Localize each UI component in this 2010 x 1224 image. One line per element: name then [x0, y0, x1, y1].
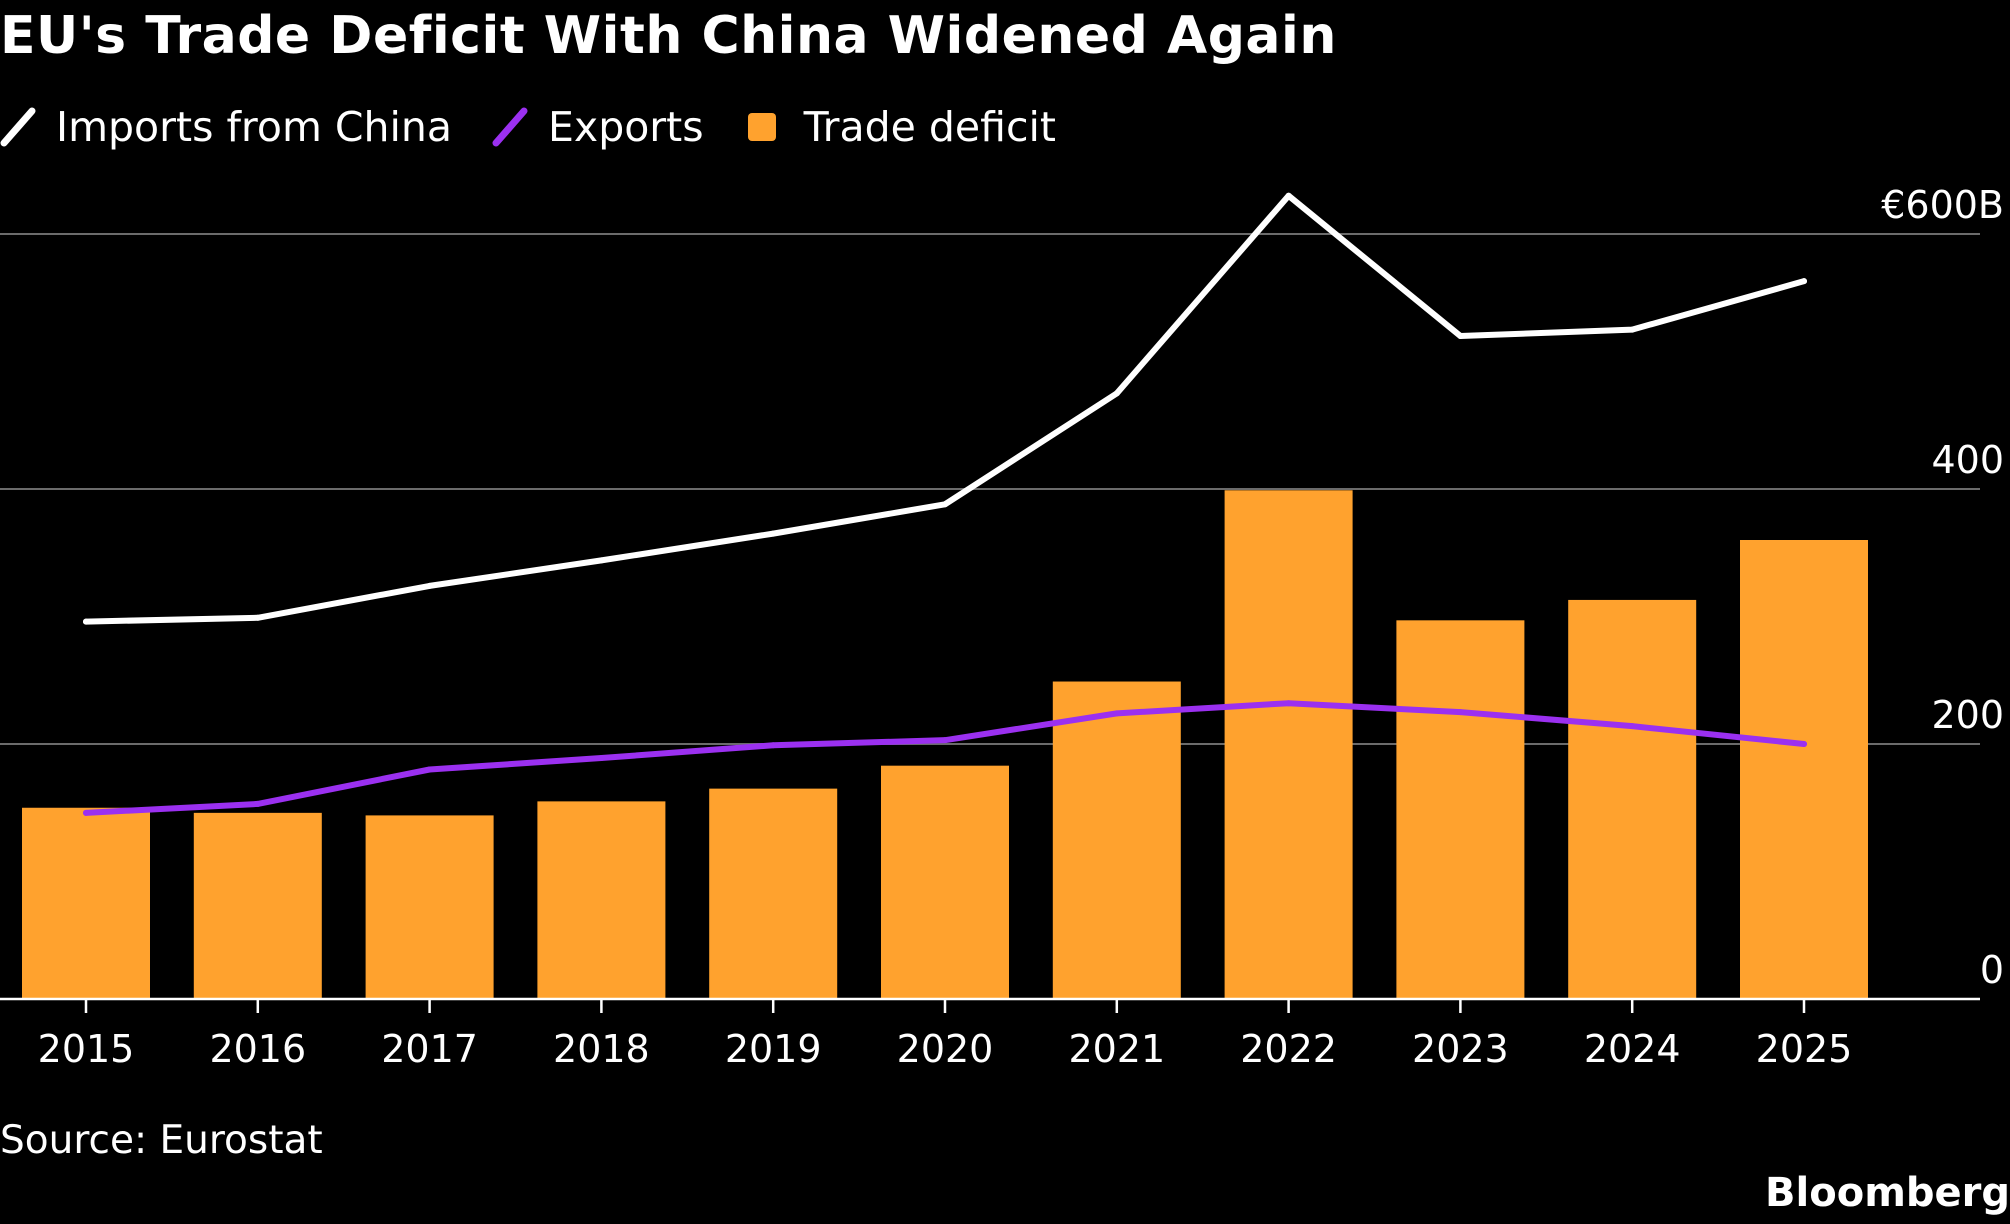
legend-deficit-label: Trade deficit — [803, 103, 1056, 151]
exports-point-2023 — [1457, 709, 1464, 716]
bar-deficit-2019 — [709, 788, 838, 999]
exports-point-2017 — [426, 766, 433, 773]
exports-point-2016 — [254, 800, 261, 807]
legend-exports-swatch — [492, 107, 528, 147]
exports-point-2015 — [83, 809, 89, 816]
exports-point-2021 — [1113, 710, 1120, 717]
exports-point-2019 — [770, 742, 777, 749]
bar-deficit-2015 — [22, 807, 150, 999]
exports-point-2020 — [942, 737, 948, 744]
legend-item-exports: Exports — [492, 103, 704, 151]
imports-point-2017 — [426, 582, 433, 589]
bar-deficit-2018 — [537, 801, 666, 999]
bar-deficit-2017 — [365, 815, 494, 999]
bar-deficit-2022 — [1224, 490, 1353, 999]
imports-point-2021 — [1113, 390, 1120, 397]
bar-deficit-2025 — [1740, 540, 1868, 999]
imports-point-2015 — [83, 618, 89, 625]
bar-deficit-2016 — [193, 812, 322, 999]
x-tick-label-2023: 2023 — [1412, 1027, 1509, 1071]
imports-point-2020 — [942, 501, 948, 508]
y-tick-label-200: 200 — [1931, 693, 2004, 737]
imports-point-2022 — [1285, 192, 1292, 199]
legend-exports-label: Exports — [548, 103, 704, 151]
x-tick-label-2018: 2018 — [553, 1027, 650, 1071]
imports-point-2019 — [770, 530, 777, 537]
x-tick-label-2016: 2016 — [209, 1027, 306, 1071]
legend-imports-swatch — [0, 107, 36, 147]
imports-line — [83, 192, 1807, 625]
chart-title: EU's Trade Deficit With China Widened Ag… — [0, 6, 1337, 66]
legend-item-imports: Imports from China — [0, 103, 452, 151]
legend-item-deficit: Trade deficit — [744, 103, 1056, 151]
legend-deficit-swatch — [747, 113, 776, 141]
x-tick-label-2021: 2021 — [1068, 1027, 1165, 1071]
exports-point-2024 — [1629, 723, 1636, 730]
x-tick-label-2017: 2017 — [381, 1027, 478, 1071]
legend: Imports from China Exports Trade deficit — [0, 100, 1096, 154]
imports-point-2016 — [254, 614, 261, 621]
x-tick-label-2025: 2025 — [1756, 1027, 1853, 1071]
x-tick-label-2024: 2024 — [1584, 1027, 1681, 1071]
x-tick-label-2015: 2015 — [38, 1027, 135, 1071]
y-tick-label-0: 0 — [1980, 948, 2004, 992]
legend-imports-label: Imports from China — [56, 103, 453, 151]
y-tick-label-600: €600B — [1881, 183, 2004, 227]
bar-deficit-2020 — [881, 765, 1009, 999]
exports-point-2018 — [598, 755, 605, 762]
source-note: Source: Eurostat — [0, 1118, 323, 1163]
imports-point-2023 — [1457, 333, 1464, 339]
exports-point-2022 — [1285, 700, 1292, 707]
x-tick-label-2020: 2020 — [897, 1027, 994, 1071]
x-tick-label-2022: 2022 — [1240, 1027, 1337, 1071]
imports-point-2024 — [1629, 326, 1636, 333]
bar-deficit-2024 — [1568, 599, 1697, 999]
bar-deficit-2023 — [1396, 620, 1525, 999]
imports-point-2025 — [1801, 278, 1807, 285]
y-tick-label-400: 400 — [1931, 438, 2004, 482]
bar-deficit-2021 — [1052, 681, 1181, 999]
exports-point-2025 — [1801, 741, 1807, 747]
x-tick-label-2019: 2019 — [725, 1027, 822, 1071]
brand-logo: Bloomberg — [1765, 1170, 2010, 1216]
imports-point-2018 — [598, 557, 605, 564]
